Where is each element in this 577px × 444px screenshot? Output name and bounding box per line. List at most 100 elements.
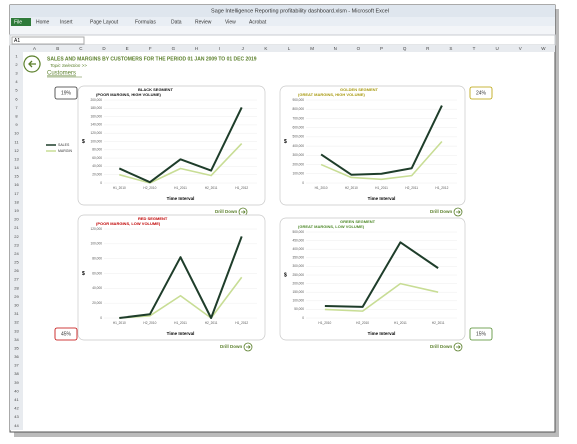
row-header: 5 [15,88,18,93]
formula-bar [9,34,556,46]
y-tick-label: 80,000 [92,257,102,261]
ribbon-tab[interactable]: File [14,19,22,25]
y-tick-label: 500,000 [292,230,304,234]
y-axis-label: $ [284,139,287,145]
y-tick-label: 800,000 [292,107,304,111]
series-line [324,282,439,312]
column-header: H [195,46,198,51]
x-axis-label: Time Interval [368,196,396,201]
x-tick-label: H2_2010 [345,186,358,190]
x-axis-label: Time Interval [368,331,396,336]
column-header: W [541,46,546,51]
y-tick-label: 20,000 [92,301,102,305]
column-header: O [357,46,361,51]
x-tick-label: H1_2010 [113,186,126,190]
x-tick-label: H1_2012 [235,321,248,325]
row-header: 13 [14,156,19,161]
column-header: K [264,46,267,51]
y-tick-label: 20,000 [92,173,102,177]
x-axis-label: Time Interval [167,196,195,201]
y-tick-label: 0 [100,181,102,185]
y-tick-label: 200,000 [292,162,304,166]
x-tick-label: H2_2010 [143,186,156,190]
ribbon-tab[interactable]: Page Layout [90,19,119,25]
percent-value: 19% [61,90,72,96]
row-header: 6 [15,96,18,101]
y-tick-label: 100,000 [292,172,304,176]
column-header: N [334,46,337,51]
drill-down-label[interactable]: Drill Down [215,209,238,214]
y-tick-label: 0 [302,316,304,320]
column-header: F [149,46,152,51]
chart-title: RED SEGMENT [138,216,168,221]
drill-down-label[interactable]: Drill Down [220,344,243,349]
row-header: 7 [15,105,18,110]
row-header-bar [10,52,23,430]
column-header: C [79,46,83,51]
row-header: 28 [14,285,19,290]
column-header: Q [403,46,407,51]
y-tick-label: 60,000 [92,271,102,275]
ribbon-tab[interactable]: Home [36,19,50,25]
y-tick-label: 150,000 [292,290,304,294]
row-header: 16 [14,182,19,187]
series-line [119,143,243,184]
column-header: S [449,46,452,51]
x-tick-label: H2_2011 [432,321,445,325]
ribbon-tab[interactable]: Formulas [135,19,156,25]
y-tick-label: 180,000 [90,106,102,110]
x-tick-label: H1_2012 [435,186,448,190]
column-header: L [288,46,291,51]
name-box[interactable] [11,36,85,45]
topic-link[interactable]: Customers [47,71,76,77]
x-tick-label: H1_2010 [318,321,331,325]
percent-box [54,86,78,100]
column-header: G [172,46,176,51]
column-header: D [102,46,106,51]
y-tick-label: 300,000 [292,153,304,157]
y-tick-label: 700,000 [292,116,304,120]
y-tick-label: 80,000 [92,148,102,152]
row-header: 32 [14,320,19,325]
drill-down-label[interactable]: Drill Down [430,344,453,349]
drill-down-arrow [241,210,246,214]
ribbon-tab[interactable]: Acrobat [249,19,267,25]
ribbon-tab[interactable]: Review [195,19,212,25]
series-line [320,140,443,181]
ribbon-tab[interactable]: Data [171,19,182,25]
percent-box [469,327,493,341]
y-tick-label: 200,000 [292,281,304,285]
ribbon-tab[interactable]: View [225,19,236,25]
y-tick-label: 250,000 [292,273,304,277]
y-tick-label: 60,000 [92,156,102,160]
drill-down-arrow [456,210,461,214]
column-header: J [242,46,244,51]
y-tick-label: 50,000 [294,307,304,311]
row-header: 18 [14,199,19,204]
drill-down-arrow [456,345,461,349]
row-header: 33 [14,328,19,333]
y-tick-label: 900,000 [292,98,304,102]
legend-label: SALES [58,143,70,147]
row-header: 1 [15,53,18,58]
chart-title: GOLDEN SEGMENT [340,87,379,92]
percent-value: 45% [61,331,72,337]
x-tick-label: H1_2012 [235,186,248,190]
x-tick-label: H2_2010 [356,321,369,325]
file-tab[interactable] [11,18,31,26]
y-axis-label: $ [82,139,85,145]
column-header: A [33,46,36,51]
y-tick-label: 300,000 [292,264,304,268]
row-header: 21 [14,225,19,230]
ribbon [10,26,555,35]
chart-subtitle: (GREAT MARGINS, LOW VOLUME) [298,224,365,229]
series-line [320,105,443,176]
y-tick-label: 120,000 [90,131,102,135]
percent-box [54,327,78,341]
ribbon-tab[interactable]: Insert [60,19,73,25]
column-header: M [310,46,314,51]
drill-down-label[interactable]: Drill Down [430,209,453,214]
series-line [324,241,439,308]
y-tick-label: 500,000 [292,135,304,139]
x-tick-label: H2_2010 [143,321,156,325]
